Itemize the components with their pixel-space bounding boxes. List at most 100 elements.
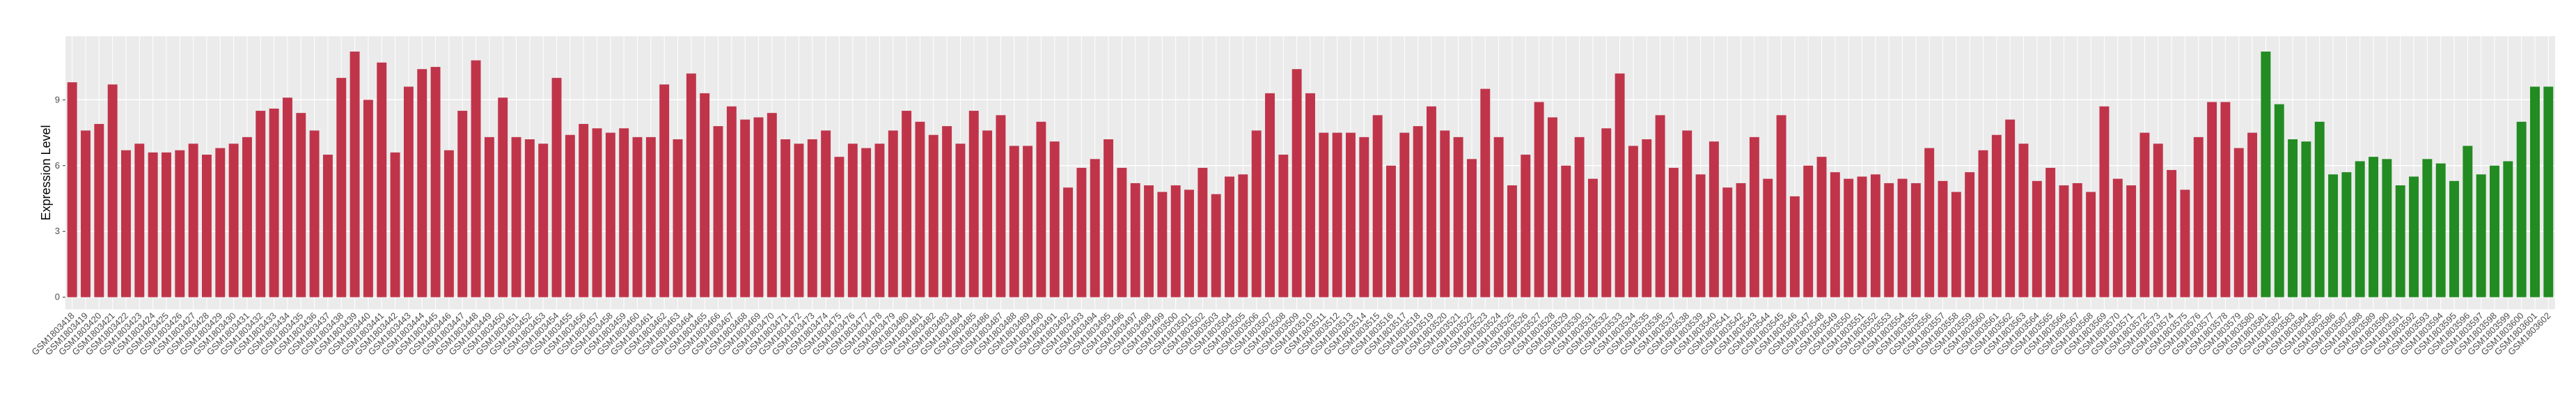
bar [605,132,615,297]
bar [2355,161,2365,297]
bar [94,123,104,297]
bar [322,155,333,297]
bar [188,143,198,297]
bar [1668,167,1679,297]
bar [269,108,279,297]
bar [2435,163,2446,297]
bar [2422,159,2433,297]
bar [2369,157,2379,297]
bar [726,106,737,297]
bar [1587,178,1598,297]
bar [2503,161,2513,297]
bar [1965,172,1975,297]
bar [1938,180,1948,297]
bar [767,113,777,297]
bar [551,77,562,297]
bar [2018,143,2029,297]
bar [1319,132,1329,297]
bar [417,69,427,297]
bar [511,137,521,297]
bar [2382,159,2392,297]
bar [1749,137,1759,297]
bar [1521,155,1531,297]
bar [2395,185,2405,297]
bar [686,73,696,297]
bar [471,60,481,297]
bar [2301,141,2311,297]
bar [1104,139,1114,297]
bar [1453,137,1463,297]
bar [874,143,885,297]
bar [1816,157,1827,297]
bar [2341,172,2352,297]
bar [538,143,549,297]
bar [1615,73,1625,297]
bar [847,143,858,297]
bar [1642,139,1652,297]
bar [121,150,131,297]
bar [1534,102,1544,297]
bar [1709,141,1719,297]
bar [1789,196,1800,297]
bar [2180,189,2190,297]
bar [1803,165,1814,297]
bar [2153,143,2163,297]
y-tick-label: 0 [55,292,60,302]
bar [1951,192,1961,297]
bar [2543,86,2554,297]
bar [968,111,979,297]
bar [256,111,266,297]
bar [1655,115,1665,297]
bar [821,130,831,297]
bar [2207,102,2217,297]
bar [390,152,400,297]
y-axis-title: Expression Level [39,125,53,220]
bar [1736,182,1746,297]
bar [162,152,171,297]
bar [1399,132,1410,297]
bar [1978,150,1988,297]
bar [915,121,925,297]
bar [2463,146,2473,297]
bar [2193,137,2204,297]
bar [2005,119,2016,297]
bar [282,98,292,297]
y-tick-label: 3 [55,226,60,236]
bar [2045,167,2056,297]
bar [242,137,252,297]
bar [1924,148,1935,297]
bar [1601,128,1612,297]
bar [1844,178,1854,297]
bar [1238,174,1248,297]
bar [1090,159,1100,297]
bar [1117,167,1127,297]
bar [202,155,212,297]
bar [363,100,373,297]
bar [1493,137,1504,297]
bar [2167,170,2177,297]
bar [2328,174,2339,297]
bar [215,148,226,297]
bar [996,115,1006,297]
bar [619,128,629,297]
bar [2261,52,2271,297]
bar [484,137,494,297]
bar [1144,185,1154,297]
bar [228,143,239,297]
bar [107,84,118,297]
bar [1910,182,1921,297]
bar [1386,165,1396,297]
bar [955,143,966,297]
bar [982,130,993,297]
bar [1359,137,1369,297]
bar [2314,121,2325,297]
bar [1776,115,1786,297]
bar [2099,106,2110,297]
bar [377,62,387,297]
bar [1009,146,1019,297]
bar [834,157,845,297]
bar [1278,155,1289,297]
bar [309,130,320,297]
bar [2126,185,2137,297]
bar [2220,102,2231,297]
